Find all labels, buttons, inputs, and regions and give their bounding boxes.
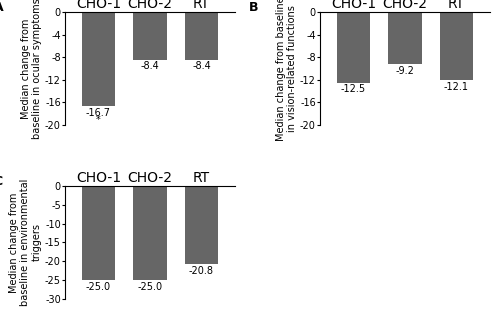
Text: A: A — [0, 1, 3, 14]
Text: -20.8: -20.8 — [189, 266, 214, 276]
Text: -16.7: -16.7 — [86, 108, 111, 118]
Bar — [388, 12, 422, 64]
Text: B: B — [248, 1, 258, 14]
Text: -8.4: -8.4 — [140, 61, 160, 71]
Bar — [82, 186, 115, 280]
Text: -8.4: -8.4 — [192, 61, 211, 71]
Bar — [82, 12, 115, 106]
Y-axis label: Median change from
baseline in environmental
triggers: Median change from baseline in environme… — [9, 179, 42, 306]
Text: -9.2: -9.2 — [396, 66, 414, 76]
Text: C: C — [0, 175, 2, 188]
Y-axis label: Median change from baseline
in vision-related functions: Median change from baseline in vision-re… — [276, 0, 297, 141]
Text: *: * — [96, 114, 101, 124]
Bar — [134, 186, 166, 280]
Bar — [185, 186, 218, 264]
Bar — [134, 12, 166, 60]
Text: -25.0: -25.0 — [86, 281, 111, 291]
Bar — [440, 12, 474, 80]
Text: -25.0: -25.0 — [138, 281, 162, 291]
Text: -12.1: -12.1 — [444, 82, 469, 92]
Text: -12.5: -12.5 — [341, 84, 366, 94]
Bar — [185, 12, 218, 60]
Bar — [336, 12, 370, 82]
Y-axis label: Median change from
baseline in ocular symptoms: Median change from baseline in ocular sy… — [20, 0, 42, 139]
